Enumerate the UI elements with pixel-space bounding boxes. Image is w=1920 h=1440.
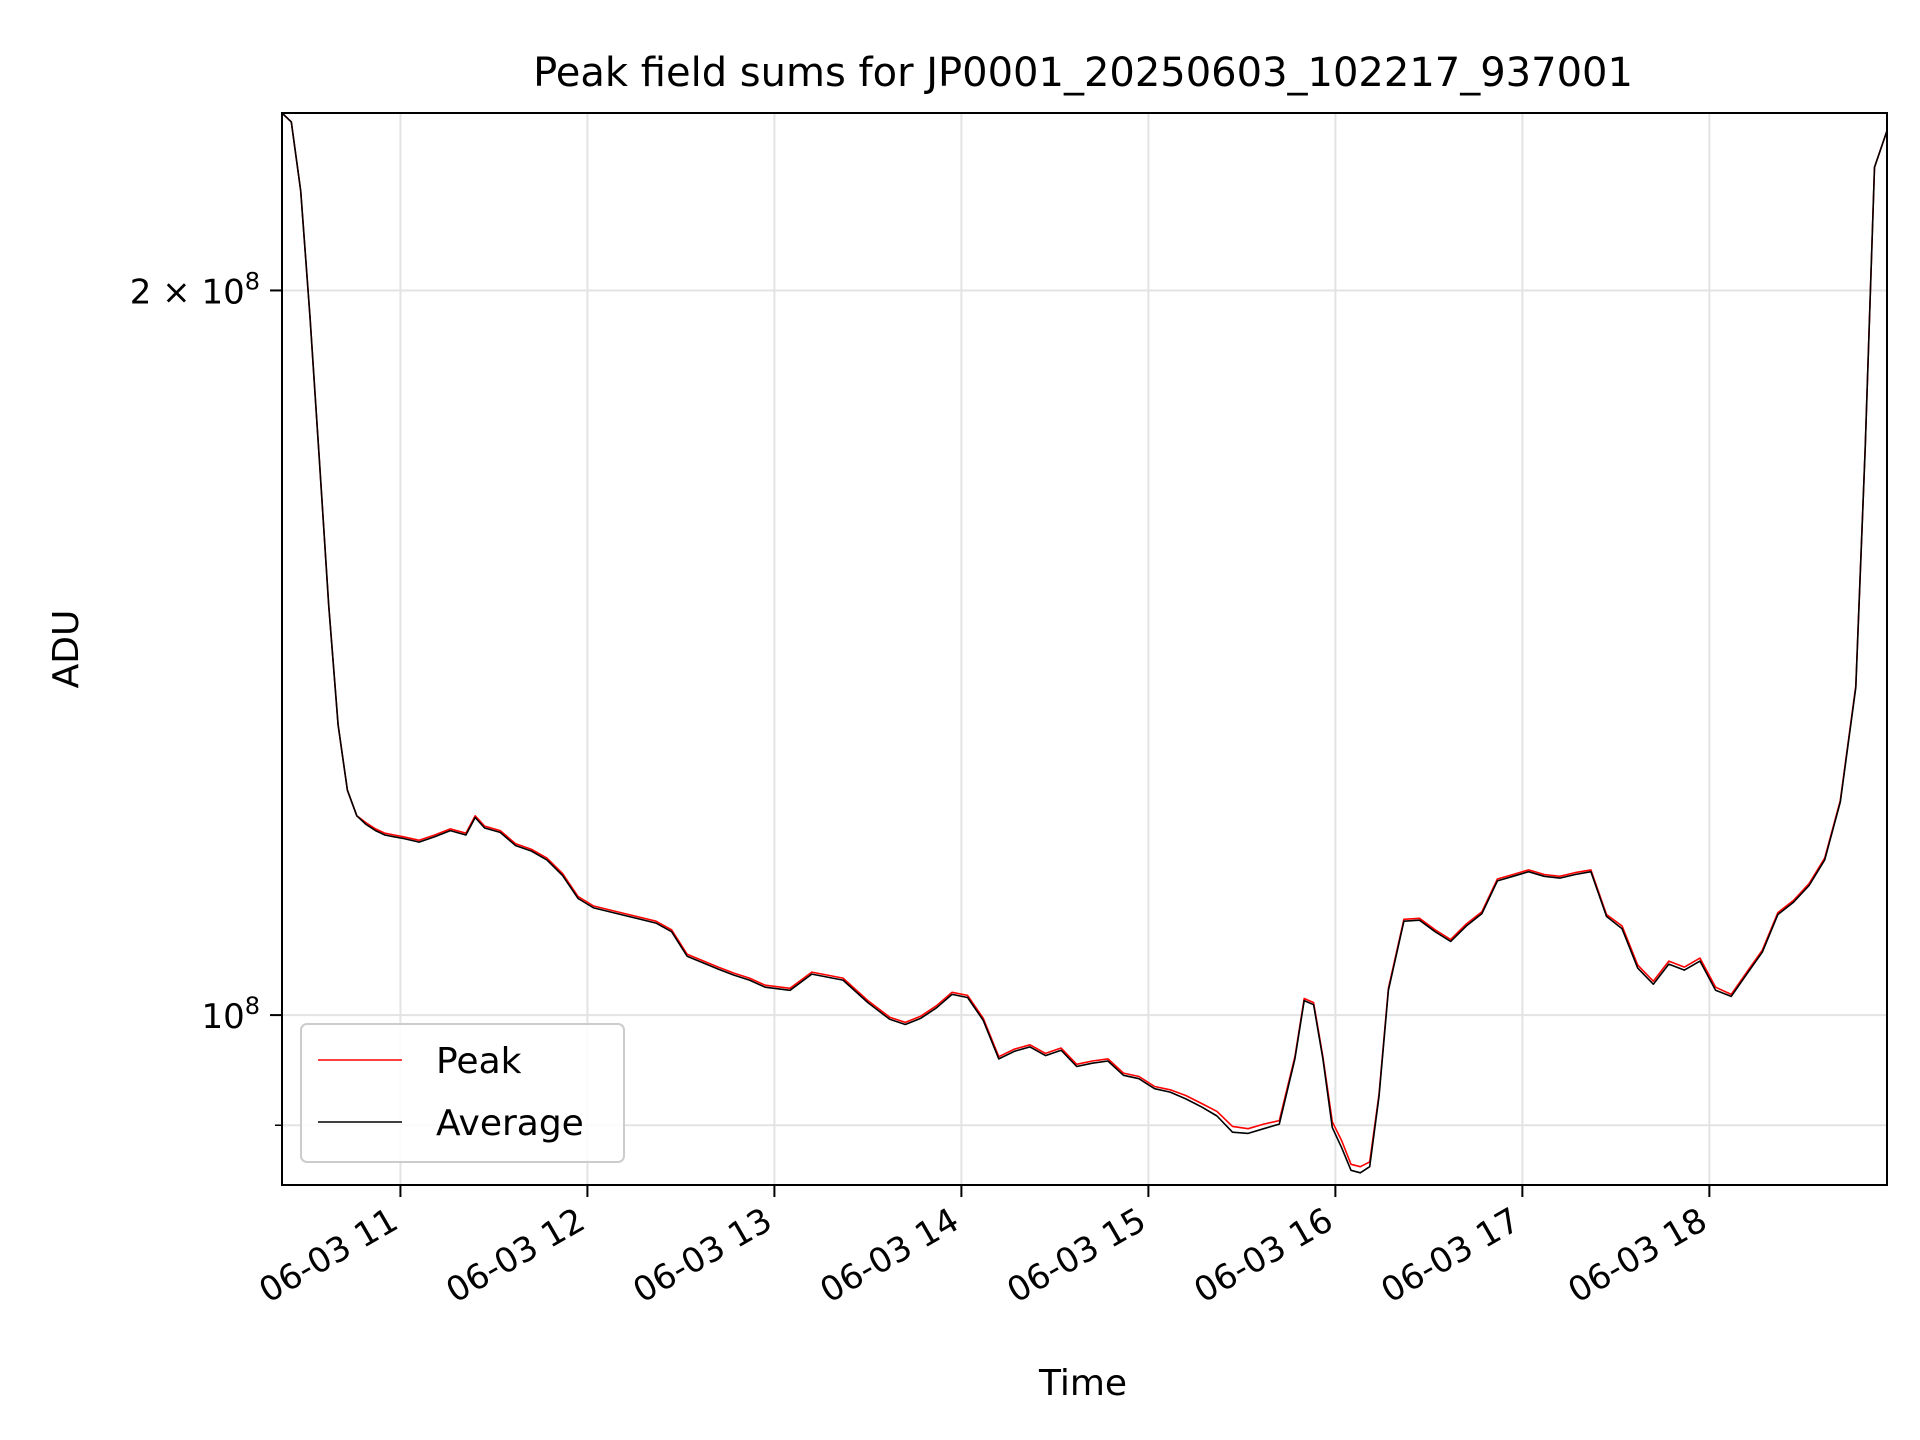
x-axis-ticks: 06-03 11 06-03 12 06-03 13 06-03 14 06-03 15… xyxy=(253,1185,1714,1311)
legend-box xyxy=(300,1023,625,1163)
x-tick-label: 06-03 15 xyxy=(1000,1200,1152,1311)
plot-lines xyxy=(281,112,1888,1174)
legend: Peak Average xyxy=(300,1023,625,1163)
x-tick-label: 06-03 18 xyxy=(1561,1200,1713,1311)
x-tick-label: 06-03 11 xyxy=(253,1200,405,1311)
y-axis-label: ADU xyxy=(46,610,87,689)
chart-title: Peak field sums for JP0001_20250603_1022… xyxy=(533,50,1633,96)
legend-label-peak: Peak xyxy=(436,1041,522,1082)
x-tick-label: 06-03 12 xyxy=(440,1200,592,1311)
y-axis-ticks: 2 × 108 108 xyxy=(130,267,282,1126)
axes-frame xyxy=(281,112,1888,1186)
x-tick-label: 06-03 17 xyxy=(1374,1200,1526,1311)
series-line-average xyxy=(281,112,1888,1174)
y-tick-label: 108 xyxy=(201,992,260,1037)
y-tick-label: 2 × 108 xyxy=(130,267,260,312)
x-tick-label: 06-03 14 xyxy=(814,1200,966,1311)
series-line-peak xyxy=(281,112,1888,1168)
x-axis-label: Time xyxy=(1038,1363,1127,1404)
x-tick-label: 06-03 13 xyxy=(627,1200,779,1311)
x-tick-label: 06-03 16 xyxy=(1187,1200,1339,1311)
legend-label-average: Average xyxy=(436,1103,584,1144)
